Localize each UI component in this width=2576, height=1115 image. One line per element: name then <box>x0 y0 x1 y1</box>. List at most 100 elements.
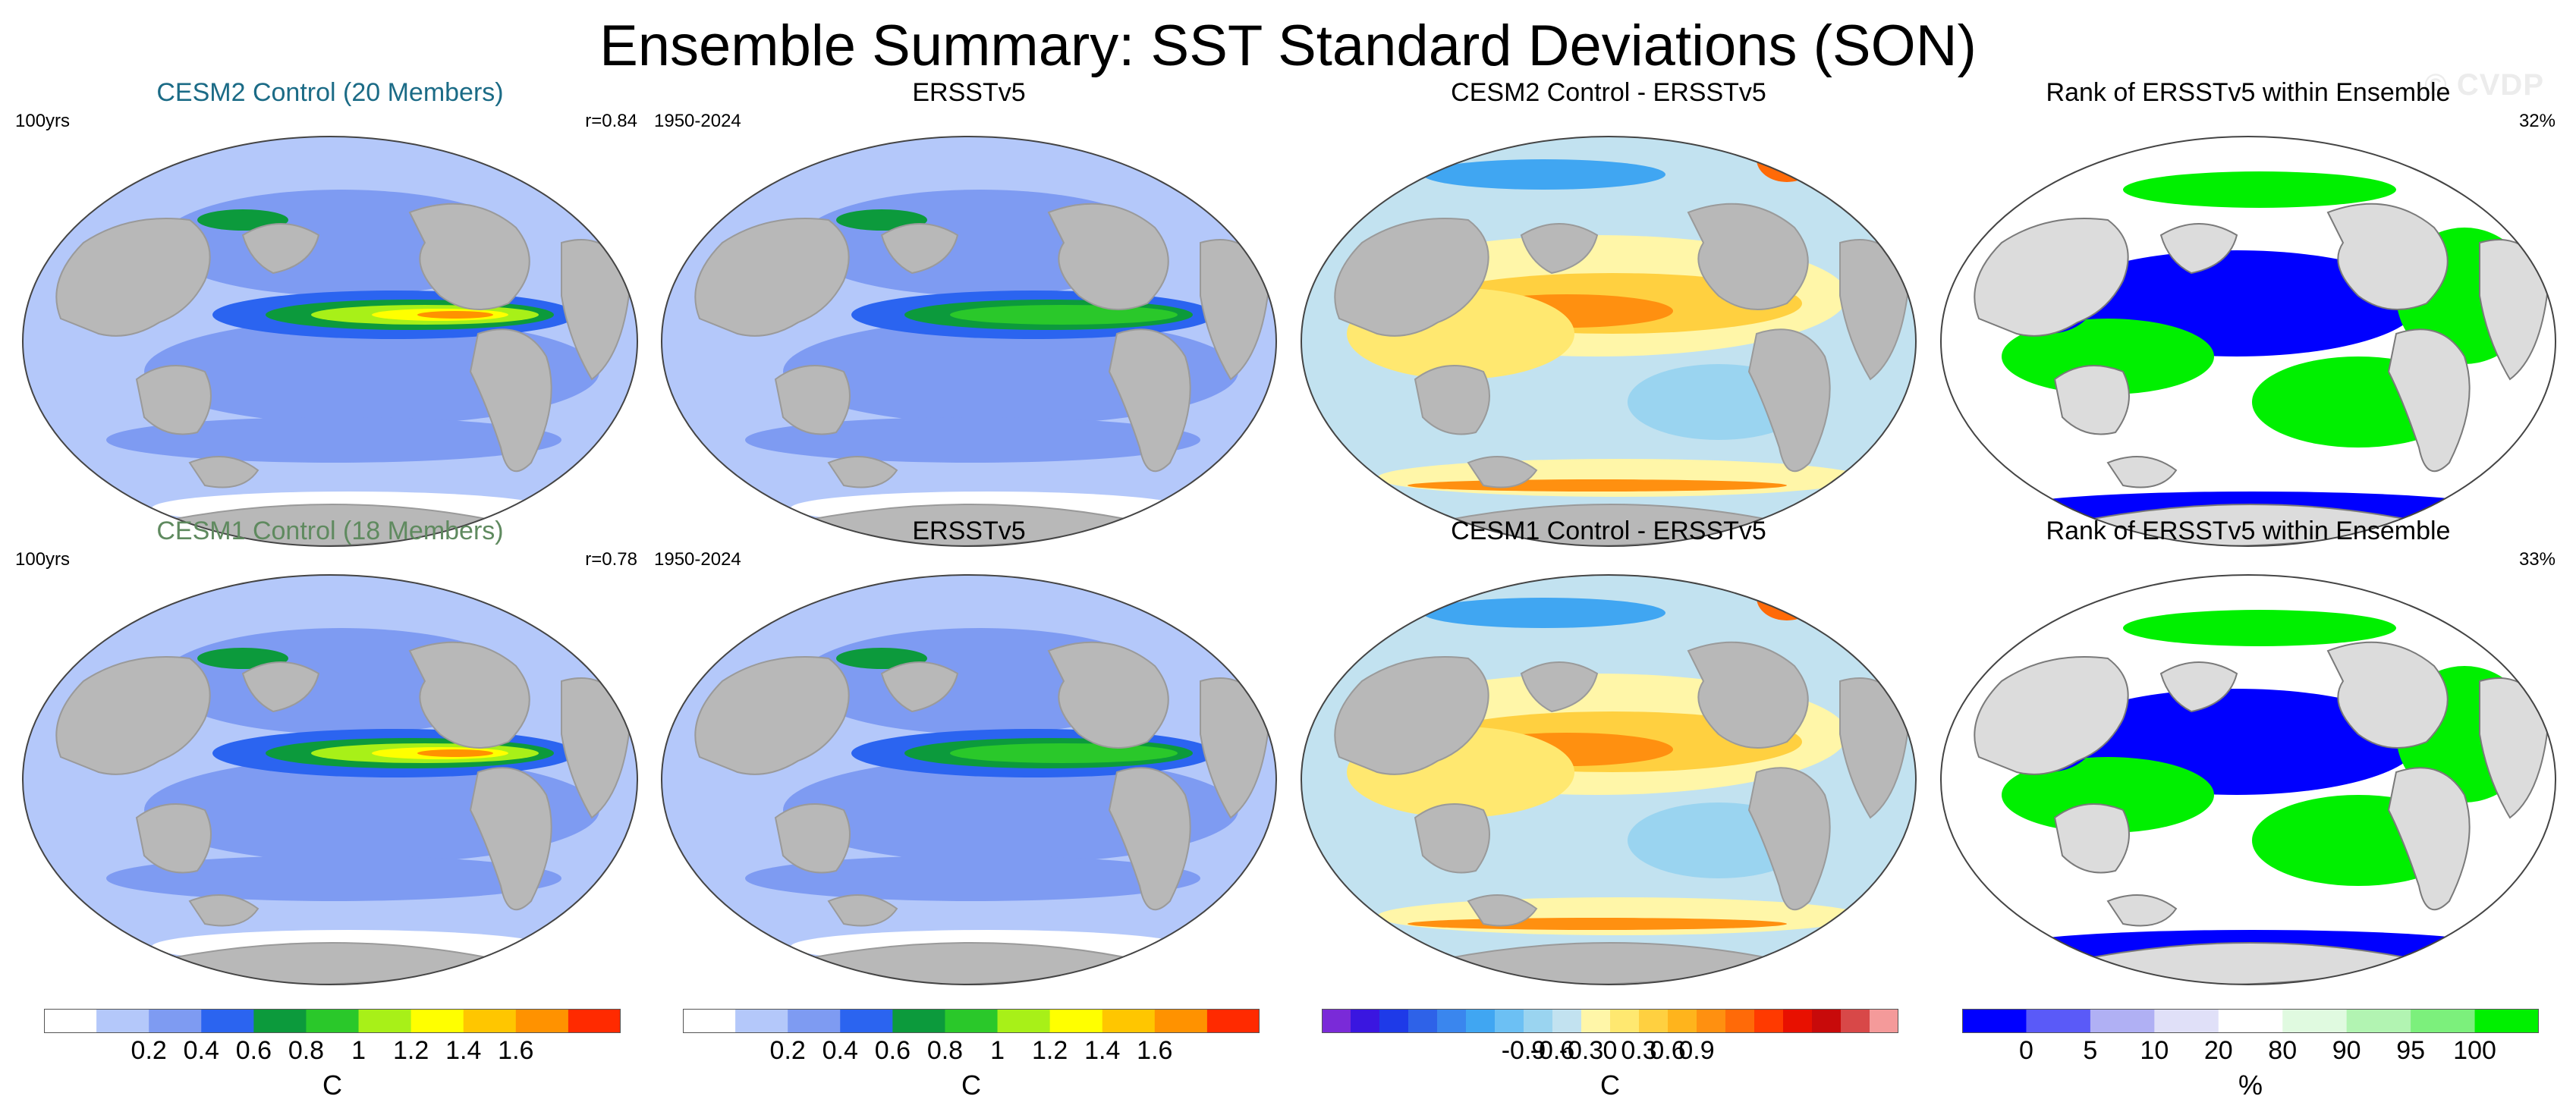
colorbar-swatch <box>515 1009 569 1033</box>
colorbar-tick-label: 0.4 <box>822 1036 858 1065</box>
colorbar-swatch <box>1351 1009 1380 1033</box>
continent-shape <box>1047 641 1169 749</box>
continent-shape <box>1334 656 1489 775</box>
colorbar-tick-label: 0.6 <box>1650 1036 1686 1065</box>
colorbar-tick-label: -0.6 <box>1530 1036 1575 1065</box>
colorbar-swatch <box>358 1009 412 1033</box>
colorbar-swatch <box>840 1009 893 1033</box>
colorbar-swatch <box>1102 1009 1156 1033</box>
colorbar-tick-label: 0.9 <box>1678 1036 1715 1065</box>
panel-title: CESM1 Control - ERSSTv5 <box>1451 517 1766 545</box>
colorbar-swatch <box>1697 1009 1726 1033</box>
world-map <box>1301 136 1917 547</box>
colorbar-swatches <box>1962 1009 2539 1033</box>
colorbar-swatch <box>463 1009 517 1033</box>
panel-title: CESM2 Control - ERSSTv5 <box>1451 78 1766 107</box>
continent-shape <box>827 894 898 927</box>
colorbar-swatch <box>1962 1009 2027 1033</box>
colorbar-swatch <box>306 1009 360 1033</box>
continent-shape <box>1747 328 1831 473</box>
colorbar-swatch <box>892 1009 945 1033</box>
colorbar-swatch <box>2154 1009 2219 1033</box>
colorbar-swatch <box>2026 1009 2091 1033</box>
continent-shape <box>2106 456 2178 488</box>
panel-title: Rank of ERSSTv5 within Ensemble <box>2046 78 2451 107</box>
colorbar-swatch <box>1206 1009 1260 1033</box>
continent-shape <box>408 203 530 310</box>
continent-shape <box>1334 218 1489 337</box>
continent-shape <box>1687 641 1809 749</box>
continent-shape <box>135 803 212 874</box>
colorbar-swatch <box>1581 1009 1611 1033</box>
colorbar-swatches <box>44 1009 621 1033</box>
colorbar-tick-label: 20 <box>2203 1036 2233 1065</box>
map-panel-3: CESM2 Control - ERSSTv5 <box>1294 76 1923 561</box>
continent-shape <box>1974 218 2129 337</box>
continent-shape <box>774 365 851 435</box>
continent-shape <box>1047 203 1169 310</box>
colorbar-swatch <box>1322 1009 1351 1033</box>
colorbar-tick-label: 1.4 <box>445 1036 482 1065</box>
continent-shape <box>880 661 959 713</box>
colorbar-tick-label: 5 <box>2083 1036 2098 1065</box>
colorbar-swatch <box>1524 1009 1553 1033</box>
continent-shape <box>2326 203 2449 310</box>
continent-shape <box>188 456 259 488</box>
continent-shape <box>1467 456 1538 488</box>
colorbar-tick-label: 1.2 <box>392 1036 429 1065</box>
colorbar-swatch <box>1812 1009 1842 1033</box>
colorbar-tick-label: 1 <box>351 1036 366 1065</box>
map-panel-8: Rank of ERSSTv5 within Ensemble 33% <box>1933 514 2563 1000</box>
continent-shape <box>1520 661 1599 713</box>
colorbar-swatch <box>1552 1009 1582 1033</box>
continent-shape <box>694 218 850 337</box>
colorbar-3: -0.9 -0.6 -0.3 0 0.3 0.6 0.9 C <box>1322 1009 1898 1101</box>
colorbar-unit-label: % <box>2238 1069 2263 1101</box>
world-map <box>1301 574 1917 985</box>
colorbar-swatch <box>2346 1009 2411 1033</box>
continent-shape <box>1414 803 1490 874</box>
colorbar-tick-label: 0.8 <box>288 1036 325 1065</box>
colorbar-tick-label: 0.2 <box>131 1036 167 1065</box>
colorbar-tick-label: 0.6 <box>235 1036 272 1065</box>
colorbar-swatch <box>201 1009 254 1033</box>
continent-shape <box>469 767 552 911</box>
colorbar-swatch <box>997 1009 1051 1033</box>
continent-shape <box>2159 661 2238 713</box>
colorbar-tick-label: 1.2 <box>1031 1036 1068 1065</box>
colorbar-swatch <box>683 1009 736 1033</box>
panel-right-label: 32% <box>2518 111 2556 131</box>
colorbar-swatch <box>96 1009 149 1033</box>
colorbar-swatch <box>253 1009 307 1033</box>
colorbar-swatch <box>2090 1009 2155 1033</box>
colorbar-swatch <box>2282 1009 2348 1033</box>
map-panel-6: ERSSTv5 1950-2024 <box>654 514 1284 1000</box>
colorbar-swatch <box>2411 1009 2476 1033</box>
colorbar-tick-label: 0 <box>2018 1036 2033 1065</box>
continent-shape <box>1747 767 1831 911</box>
continent-shape <box>774 803 851 874</box>
panel-left-label: 100yrs <box>15 549 71 570</box>
panel-right-label: r=0.84 <box>585 111 637 131</box>
continent-shape <box>469 328 552 473</box>
continent-shape <box>241 661 320 713</box>
colorbar-swatch <box>1841 1009 1870 1033</box>
continent-shape <box>2387 328 2471 473</box>
colorbar-swatch <box>1437 1009 1467 1033</box>
colorbar-4: 0 5 10 20 80 90 95 100% <box>1962 1009 2539 1101</box>
colorbar-tick-label: 10 <box>2140 1036 2169 1065</box>
continent-shape <box>2326 641 2449 749</box>
world-map <box>661 136 1277 547</box>
colorbar-swatch <box>2218 1009 2283 1033</box>
continent-shape <box>694 656 850 775</box>
watermark-logo: © CVDP <box>2424 68 2544 102</box>
colorbar-tick-label: 1 <box>990 1036 1005 1065</box>
panel-left-label: 1950-2024 <box>654 111 741 131</box>
continent-shape <box>55 218 211 337</box>
colorbar-swatch <box>1610 1009 1640 1033</box>
colorbar-tick-label: -0.9 <box>1501 1036 1546 1065</box>
page-title: Ensemble Summary: SST Standard Deviation… <box>599 14 1977 78</box>
map-panel-2: ERSSTv5 1950-2024 <box>654 76 1284 561</box>
panel-title: CESM2 Control (20 Members) <box>156 78 504 107</box>
continent-shape <box>1467 894 1538 927</box>
